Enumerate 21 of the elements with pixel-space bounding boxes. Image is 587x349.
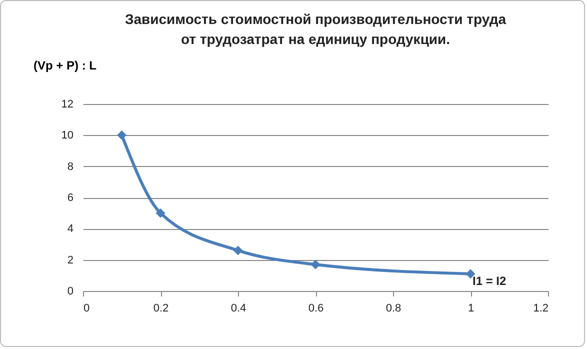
- x-tick-label: 0.2: [153, 302, 169, 314]
- y-tick-label: 10: [61, 130, 74, 142]
- y-tick-label: 0: [67, 286, 74, 298]
- x-tick-label: 0: [84, 302, 90, 314]
- y-tick-label: 6: [67, 192, 74, 204]
- y-tick-label: 4: [67, 223, 74, 236]
- x-tick-label: 0.4: [230, 302, 246, 314]
- x-tick-label: 0.8: [386, 302, 402, 314]
- point: [117, 130, 126, 140]
- x-tick-label: 0.6: [308, 302, 324, 314]
- y-tick-label: 12: [61, 98, 74, 110]
- y-tick-label: 2: [67, 254, 74, 266]
- point: [233, 246, 243, 256]
- y-tick-label: 8: [67, 160, 74, 173]
- y-axis-title: (Vp + P) : L: [34, 58, 96, 72]
- x-tick-label: 1.2: [533, 302, 548, 314]
- point: [310, 260, 320, 270]
- chart-title: Зависимость стоимостной производительности труда от трудозатрат на единицу продукции.: [125, 11, 506, 47]
- annotation: I1 = I2: [472, 274, 507, 288]
- x-tick-label: 1: [468, 302, 474, 314]
- point: [156, 208, 166, 218]
